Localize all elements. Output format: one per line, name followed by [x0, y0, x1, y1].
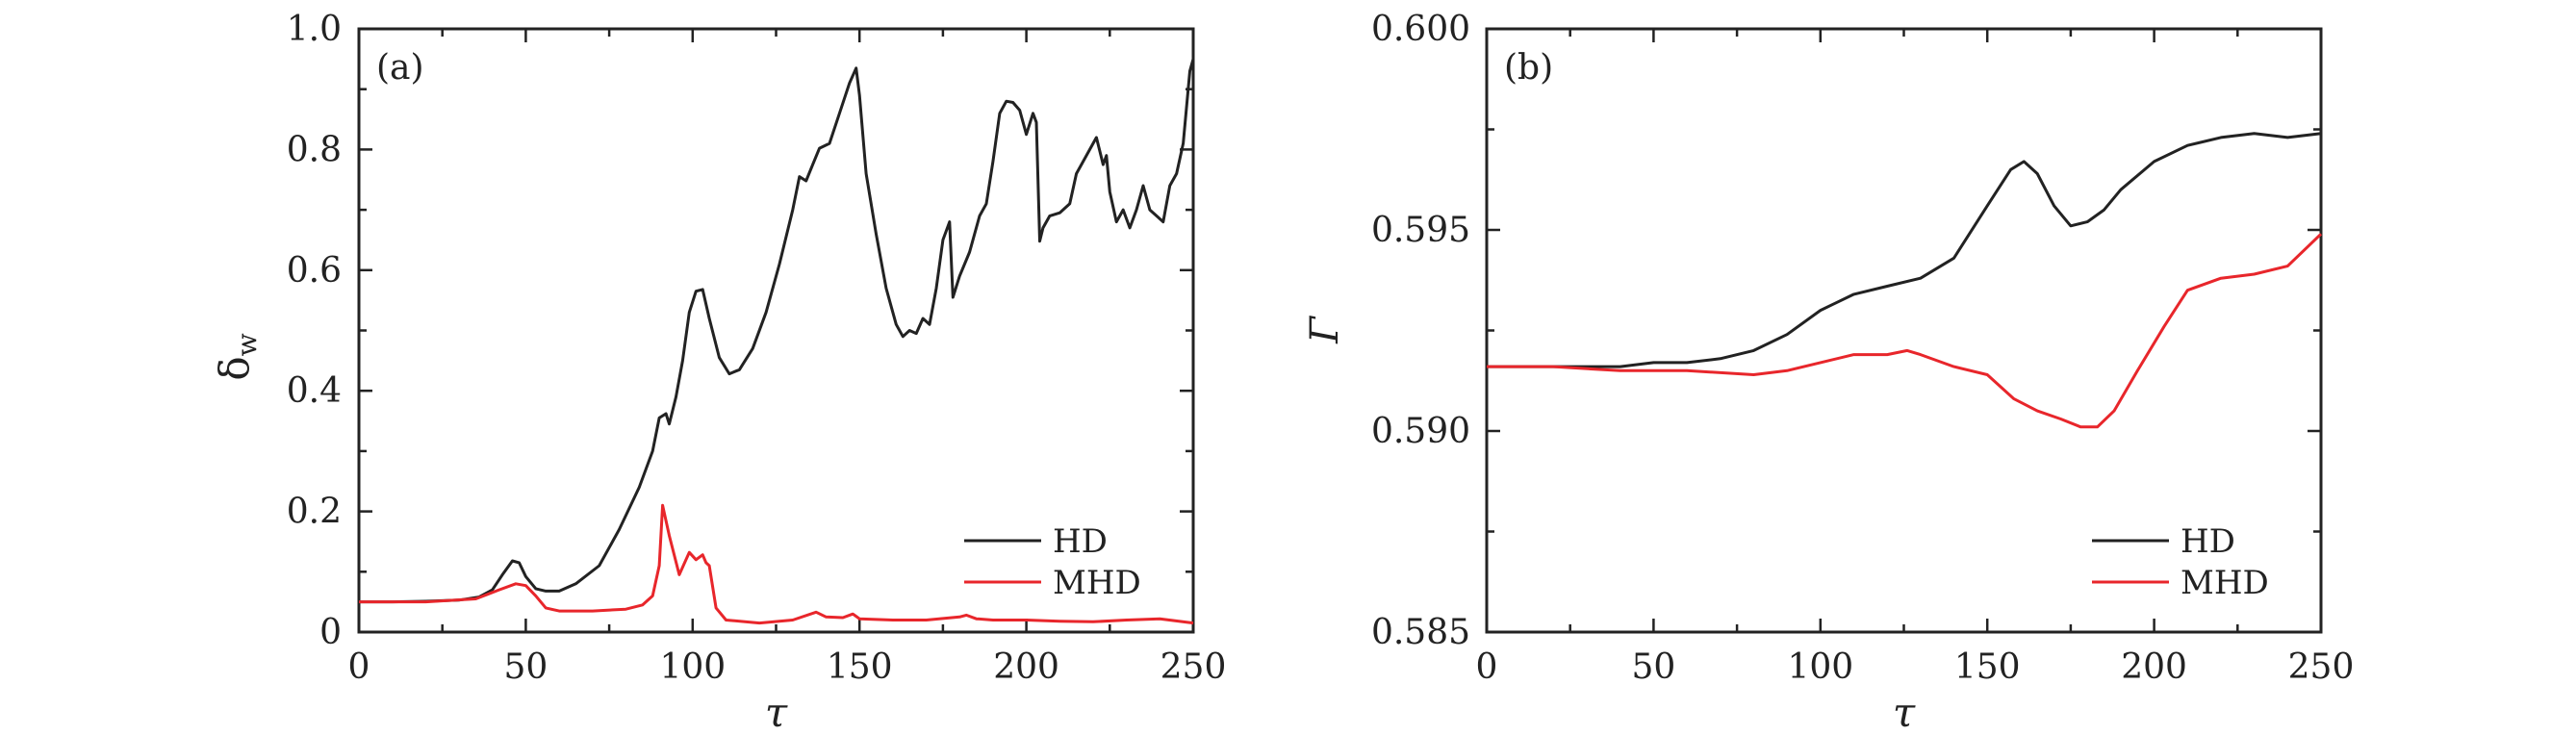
- x-tick-label-b: 0: [1476, 647, 1498, 687]
- x-tick-label-b: 50: [1631, 647, 1675, 687]
- legend-label-mhd-a: MHD: [1053, 564, 1141, 602]
- series-line-hd-a: [359, 58, 1195, 604]
- y-tick-label-a: 0.8: [287, 130, 342, 169]
- y-tick-label-b: 0.585: [1371, 613, 1470, 652]
- y-axis-label-a-sub: w: [231, 333, 263, 356]
- axis-ticks-a: 0 50 100 150 200 250 0 0.2 0.4 0.6 0.8 1.0: [287, 10, 1227, 687]
- y-axis-label-a: δw: [211, 333, 263, 380]
- y-tick-label-a: 0.2: [287, 493, 342, 532]
- x-axis-label-b: τ: [1893, 689, 1916, 735]
- panel-label-b: (b): [1504, 48, 1553, 88]
- x-tick-label-b: 250: [2288, 647, 2355, 687]
- x-tick-label-a: 150: [827, 647, 893, 687]
- y-axis-label-a-main: δ: [211, 356, 258, 380]
- y-tick-label-a: 0.4: [287, 371, 342, 411]
- y-axis-label-b: Γ: [1303, 316, 1347, 344]
- x-tick-label-a: 50: [503, 647, 548, 687]
- axis-ticks-b: 0 50 100 150 200 250 0.585 0.590 0.595 0.600: [1371, 10, 2354, 687]
- x-tick-label-a: 100: [659, 647, 726, 687]
- x-tick-label-a: 250: [1160, 647, 1227, 687]
- x-tick-label-a: 0: [348, 647, 370, 687]
- panel-label-a: (a): [376, 48, 424, 88]
- y-tick-label-a: 1.0: [287, 10, 342, 49]
- series-lines-a: [359, 58, 1195, 625]
- y-tick-label-b: 0.590: [1371, 412, 1470, 451]
- legend-label-hd-b: HD: [2181, 522, 2235, 561]
- legend-label-hd-a: HD: [1053, 522, 1108, 561]
- x-axis-label-a: τ: [765, 689, 788, 735]
- x-tick-label-a: 200: [993, 647, 1059, 687]
- x-tick-label-b: 150: [1954, 647, 2021, 687]
- series-line-hd-b: [1487, 132, 2322, 368]
- legend-label-mhd-b: MHD: [2181, 564, 2269, 602]
- y-tick-label-b: 0.595: [1371, 211, 1470, 250]
- x-tick-label-b: 100: [1787, 647, 1853, 687]
- x-tick-label-b: 200: [2121, 647, 2187, 687]
- series-line-mhd-a: [359, 503, 1194, 625]
- y-tick-label-a: 0.6: [287, 251, 342, 291]
- series-line-mhd-b: [1487, 233, 2323, 429]
- series-lines-b: [1487, 132, 2323, 429]
- y-tick-label-b: 0.600: [1371, 10, 1470, 49]
- y-tick-label-a: 0: [319, 613, 342, 652]
- chart-panel-a: 0 50 100 150 200 250 0 0.2 0.4 0.6 0.8 1.0 (a) τ δw…: [211, 10, 1226, 735]
